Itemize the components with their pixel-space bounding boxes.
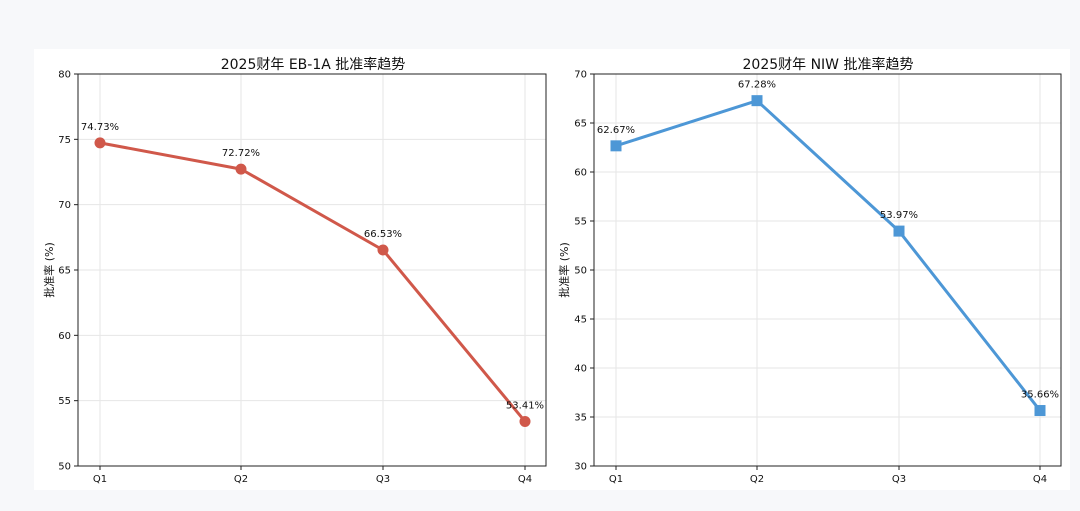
y-tick-label: 75 — [58, 135, 71, 146]
data-point — [377, 244, 389, 256]
data-label: 62.67% — [597, 125, 635, 136]
y-tick-label: 65 — [574, 119, 587, 130]
data-label: 66.53% — [364, 229, 402, 240]
data-label: 53.41% — [506, 400, 544, 411]
x-tick-label: Q3 — [376, 474, 390, 485]
chart-title-eb1a: 2025财年 EB-1A 批准率趋势 — [221, 56, 406, 73]
data-label: 74.73% — [81, 122, 119, 133]
data-point — [1034, 405, 1046, 417]
data-label: 72.72% — [222, 148, 260, 159]
plot-area-niw: 30 35 40 45 50 55 60 65 70 Q1 Q2 Q3 Q4 62.67% 67.28% 53… — [574, 70, 1062, 485]
data-label: 35.66% — [1021, 390, 1059, 401]
y-tick-label: 45 — [574, 315, 587, 326]
y-tick-label: 55 — [58, 396, 71, 407]
x-tick-label: Q4 — [518, 474, 532, 485]
y-tick-label: 55 — [574, 217, 587, 228]
chart-niw: 2025财年 NIW 批准率趋势 批准率 (%) 30 35 40 45 50 55 60 6… — [557, 56, 1062, 485]
data-point — [751, 95, 763, 107]
x-tick-label: Q3 — [892, 474, 906, 485]
y-tick-label: 60 — [574, 168, 587, 179]
y-tick-label: 70 — [574, 70, 587, 81]
data-point — [235, 163, 247, 175]
y-axis-label-eb1a: 批准率 (%) — [42, 242, 56, 298]
data-point — [610, 140, 622, 152]
x-tick-label: Q2 — [234, 474, 248, 485]
y-tick-label: 50 — [574, 266, 587, 277]
x-tick-label: Q4 — [1033, 474, 1047, 485]
y-tick-label: 40 — [574, 364, 587, 375]
x-tick-label: Q1 — [609, 474, 623, 485]
y-tick-label: 80 — [58, 70, 71, 81]
data-point — [94, 137, 106, 149]
x-tick-label: Q1 — [93, 474, 107, 485]
y-tick-label: 70 — [58, 200, 71, 211]
plot-area-eb1a: 50 55 60 65 70 75 80 Q1 Q2 Q3 Q4 74.73% 72.72% 66.53%… — [58, 70, 547, 485]
chart-eb1a: 2025财年 EB-1A 批准率趋势 批准率 (%) 50 55 60 65 70 75 8… — [42, 56, 547, 485]
data-point — [519, 415, 531, 427]
data-label: 53.97% — [880, 210, 918, 221]
y-axis-label-niw: 批准率 (%) — [557, 242, 571, 298]
series-line — [615, 99, 1042, 412]
y-tick-label: 30 — [574, 462, 587, 473]
y-tick-label: 35 — [574, 413, 587, 424]
chart-title-niw: 2025财年 NIW 批准率趋势 — [743, 56, 914, 73]
data-label: 67.28% — [738, 80, 776, 91]
series-line — [99, 141, 527, 423]
y-tick-label: 65 — [58, 266, 71, 277]
x-tick-label: Q2 — [750, 474, 764, 485]
y-tick-label: 60 — [58, 331, 71, 342]
data-point — [893, 225, 905, 237]
y-tick-label: 50 — [58, 462, 71, 473]
